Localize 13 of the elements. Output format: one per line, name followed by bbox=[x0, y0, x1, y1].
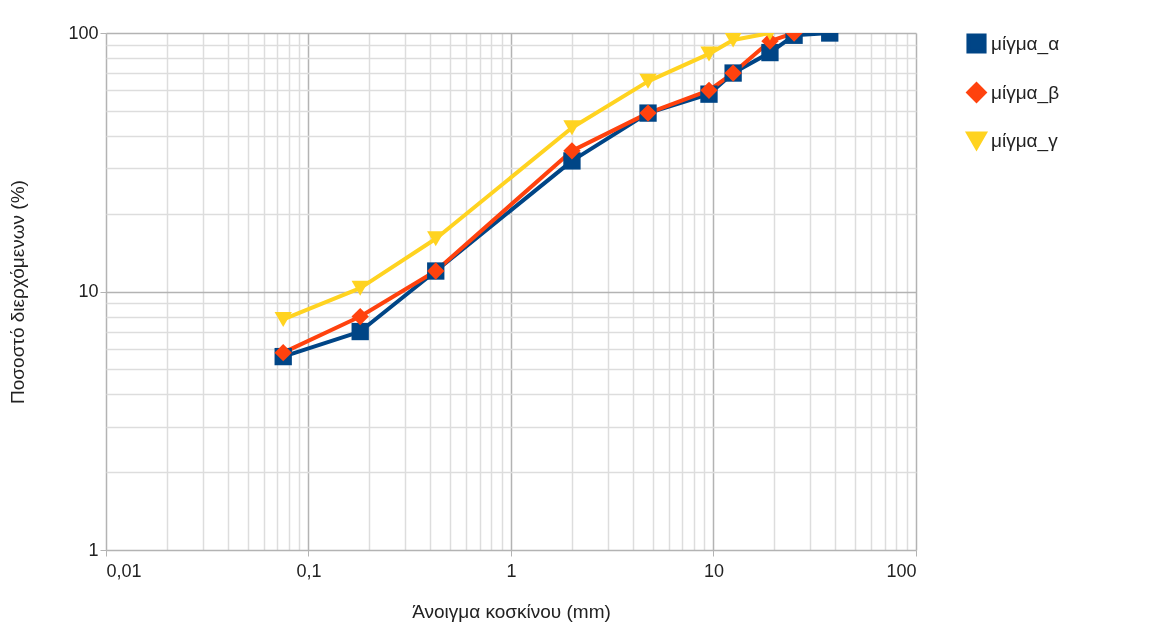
x-tick-label: 0,1 bbox=[296, 560, 322, 581]
x-tick-label: 100 bbox=[886, 560, 917, 581]
legend-label: μίγμα_γ bbox=[991, 129, 1059, 152]
y-tick-label: 10 bbox=[78, 281, 99, 301]
y-axis-title: Ποσοστό διερχόμενων (%) bbox=[7, 180, 29, 404]
legend-label: μίγμα_β bbox=[991, 81, 1060, 104]
x-axis-title: Άνοιγμα κοσκίνου (mm) bbox=[412, 600, 611, 622]
x-tick-label: 1 bbox=[506, 560, 517, 581]
legend-label: μίγμα_α bbox=[991, 32, 1060, 55]
y-tick-label: 1 bbox=[88, 539, 99, 560]
x-tick-label: 0,01 bbox=[106, 560, 142, 581]
x-tick-label: 10 bbox=[703, 560, 725, 581]
y-tick-label: 100 bbox=[68, 22, 99, 43]
